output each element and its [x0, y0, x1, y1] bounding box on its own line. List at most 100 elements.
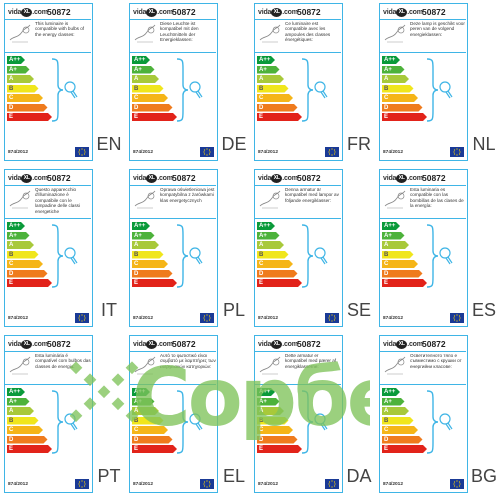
- brand-prefix: vida: [133, 175, 147, 182]
- bulb-sketch-icon: [384, 356, 406, 375]
- energy-class-bar: C: [7, 260, 43, 268]
- curly-brace-icon: [426, 224, 439, 288]
- energy-class-bar: A: [382, 407, 409, 415]
- eu-flag-icon: [200, 313, 214, 323]
- energy-class-bar: D: [257, 104, 298, 112]
- card-header: vida XL .com 50872: [7, 7, 91, 18]
- brand-suffix: .com: [407, 175, 423, 182]
- brand-xl-badge: XL: [271, 173, 283, 183]
- brand-xl-badge: XL: [396, 7, 408, 17]
- divider: [255, 384, 341, 385]
- label-cell-pl: vida XL .com 50872 Oprawa oświetleniowa je…: [125, 166, 250, 332]
- label-cell-fr: vida XL .com 50872 Ce luminaire est compat…: [250, 0, 375, 166]
- energy-class-bar: D: [382, 104, 423, 112]
- energy-class-bar: E: [257, 113, 302, 121]
- energy-class-bar: B: [7, 85, 39, 93]
- label-cell-el: vida XL .com 50872 Αυτό το φωτιστικό είναι…: [125, 332, 250, 498]
- energy-class-bar: A+: [7, 232, 30, 240]
- energy-class-bar: E: [132, 445, 177, 453]
- divider: [255, 52, 341, 53]
- bulb-sketch-icon: [9, 24, 31, 43]
- bulb-sketch-icon: [134, 190, 156, 209]
- energy-class-scale: A++ A+ A B C D E: [257, 388, 307, 458]
- eu-flag-icon: [75, 313, 89, 323]
- lightbulb-icon: [439, 247, 453, 265]
- curly-brace-icon: [426, 58, 439, 122]
- model-number: 50872: [47, 339, 71, 349]
- eu-flag-icon: [325, 479, 339, 489]
- bulb-sketch-icon: [259, 190, 281, 209]
- regulation-number: 874/2012: [383, 482, 404, 487]
- brand-xl-badge: XL: [271, 339, 283, 349]
- energy-class-bar: E: [382, 113, 427, 121]
- brand-xl-badge: XL: [146, 173, 158, 183]
- brand-prefix: vida: [258, 341, 272, 348]
- brand-suffix: .com: [407, 341, 423, 348]
- energy-label-card: vida XL .com 50872 Ce luminaire est compat…: [254, 3, 343, 161]
- regulation-number: 874/2012: [258, 316, 279, 321]
- energy-class-bar: C: [132, 260, 168, 268]
- energy-class-scale: A++ A+ A B C D E: [7, 222, 57, 292]
- brand-xl-badge: XL: [396, 173, 408, 183]
- card-header: vida XL .com 50872: [132, 173, 216, 184]
- brand-xl-badge: XL: [21, 7, 33, 17]
- energy-class-bar: A++: [257, 56, 275, 64]
- brand-prefix: vida: [258, 9, 272, 16]
- compatibility-text: Deze lamp is geschikt voor peren van de …: [410, 21, 465, 37]
- energy-class-bar: E: [382, 279, 427, 287]
- brand-prefix: vida: [258, 175, 272, 182]
- brand-suffix: .com: [32, 341, 48, 348]
- brand-xl-badge: XL: [21, 173, 33, 183]
- energy-label-card: vida XL .com 50872 Αυτό το φωτιστικό είναι…: [129, 335, 218, 493]
- energy-class-bar: A: [257, 75, 284, 83]
- label-cell-en: vida XL .com 50872 This luminaire is compa…: [0, 0, 125, 166]
- brand-logo: vida XL .com: [8, 339, 48, 350]
- energy-class-bar: A+: [132, 66, 155, 74]
- curly-brace-icon: [51, 58, 64, 122]
- brand-prefix: vida: [8, 175, 22, 182]
- brand-xl-badge: XL: [396, 339, 408, 349]
- bulb-sketch-icon: [259, 24, 281, 43]
- brand-suffix: .com: [32, 9, 48, 16]
- brand-prefix: vida: [383, 341, 397, 348]
- brand-prefix: vida: [383, 175, 397, 182]
- language-code: DE: [221, 134, 247, 154]
- brand-logo: vida XL .com: [383, 7, 423, 18]
- energy-class-bar: C: [132, 94, 168, 102]
- energy-class-bar: E: [7, 445, 52, 453]
- energy-class-bar: E: [7, 279, 52, 287]
- energy-class-scale: A++ A+ A B C D E: [257, 222, 307, 292]
- brand-suffix: .com: [32, 175, 48, 182]
- brand-prefix: vida: [133, 9, 147, 16]
- brand-prefix: vida: [383, 9, 397, 16]
- card-header: vida XL .com 50872: [382, 173, 466, 184]
- energy-class-bar: B: [382, 417, 414, 425]
- compatibility-text: Ce luminaire est compatible avec les amp…: [285, 21, 331, 43]
- card-header: vida XL .com 50872: [7, 339, 91, 350]
- energy-class-bar: A++: [382, 388, 400, 396]
- energy-class-bar: A++: [7, 222, 25, 230]
- language-code: FR: [347, 134, 371, 154]
- model-number: 50872: [172, 339, 196, 349]
- bulb-sketch-icon: [384, 24, 406, 43]
- divider: [380, 52, 466, 53]
- model-number: 50872: [47, 7, 71, 17]
- label-cell-da: vida XL .com 50872 Dette armatur er kompat…: [250, 332, 375, 498]
- divider: [5, 384, 91, 385]
- brand-suffix: .com: [157, 175, 173, 182]
- brand-prefix: vida: [8, 341, 22, 348]
- curly-brace-icon: [301, 224, 314, 288]
- curly-brace-icon: [176, 58, 189, 122]
- energy-class-scale: A++ A+ A B C D E: [257, 56, 307, 126]
- model-number: 50872: [422, 173, 446, 183]
- divider: [130, 19, 216, 20]
- energy-class-bar: A++: [7, 56, 25, 64]
- label-cell-bg: vida XL .com 50872 Осветителното тяло е съ…: [375, 332, 500, 498]
- compatibility-text: Esta luminaria es compatible con las bom…: [410, 187, 464, 209]
- brand-suffix: .com: [282, 341, 298, 348]
- energy-class-bar: A+: [132, 232, 155, 240]
- energy-class-bar: A: [7, 75, 34, 83]
- energy-class-bar: E: [382, 445, 427, 453]
- brand-logo: vida XL .com: [258, 7, 298, 18]
